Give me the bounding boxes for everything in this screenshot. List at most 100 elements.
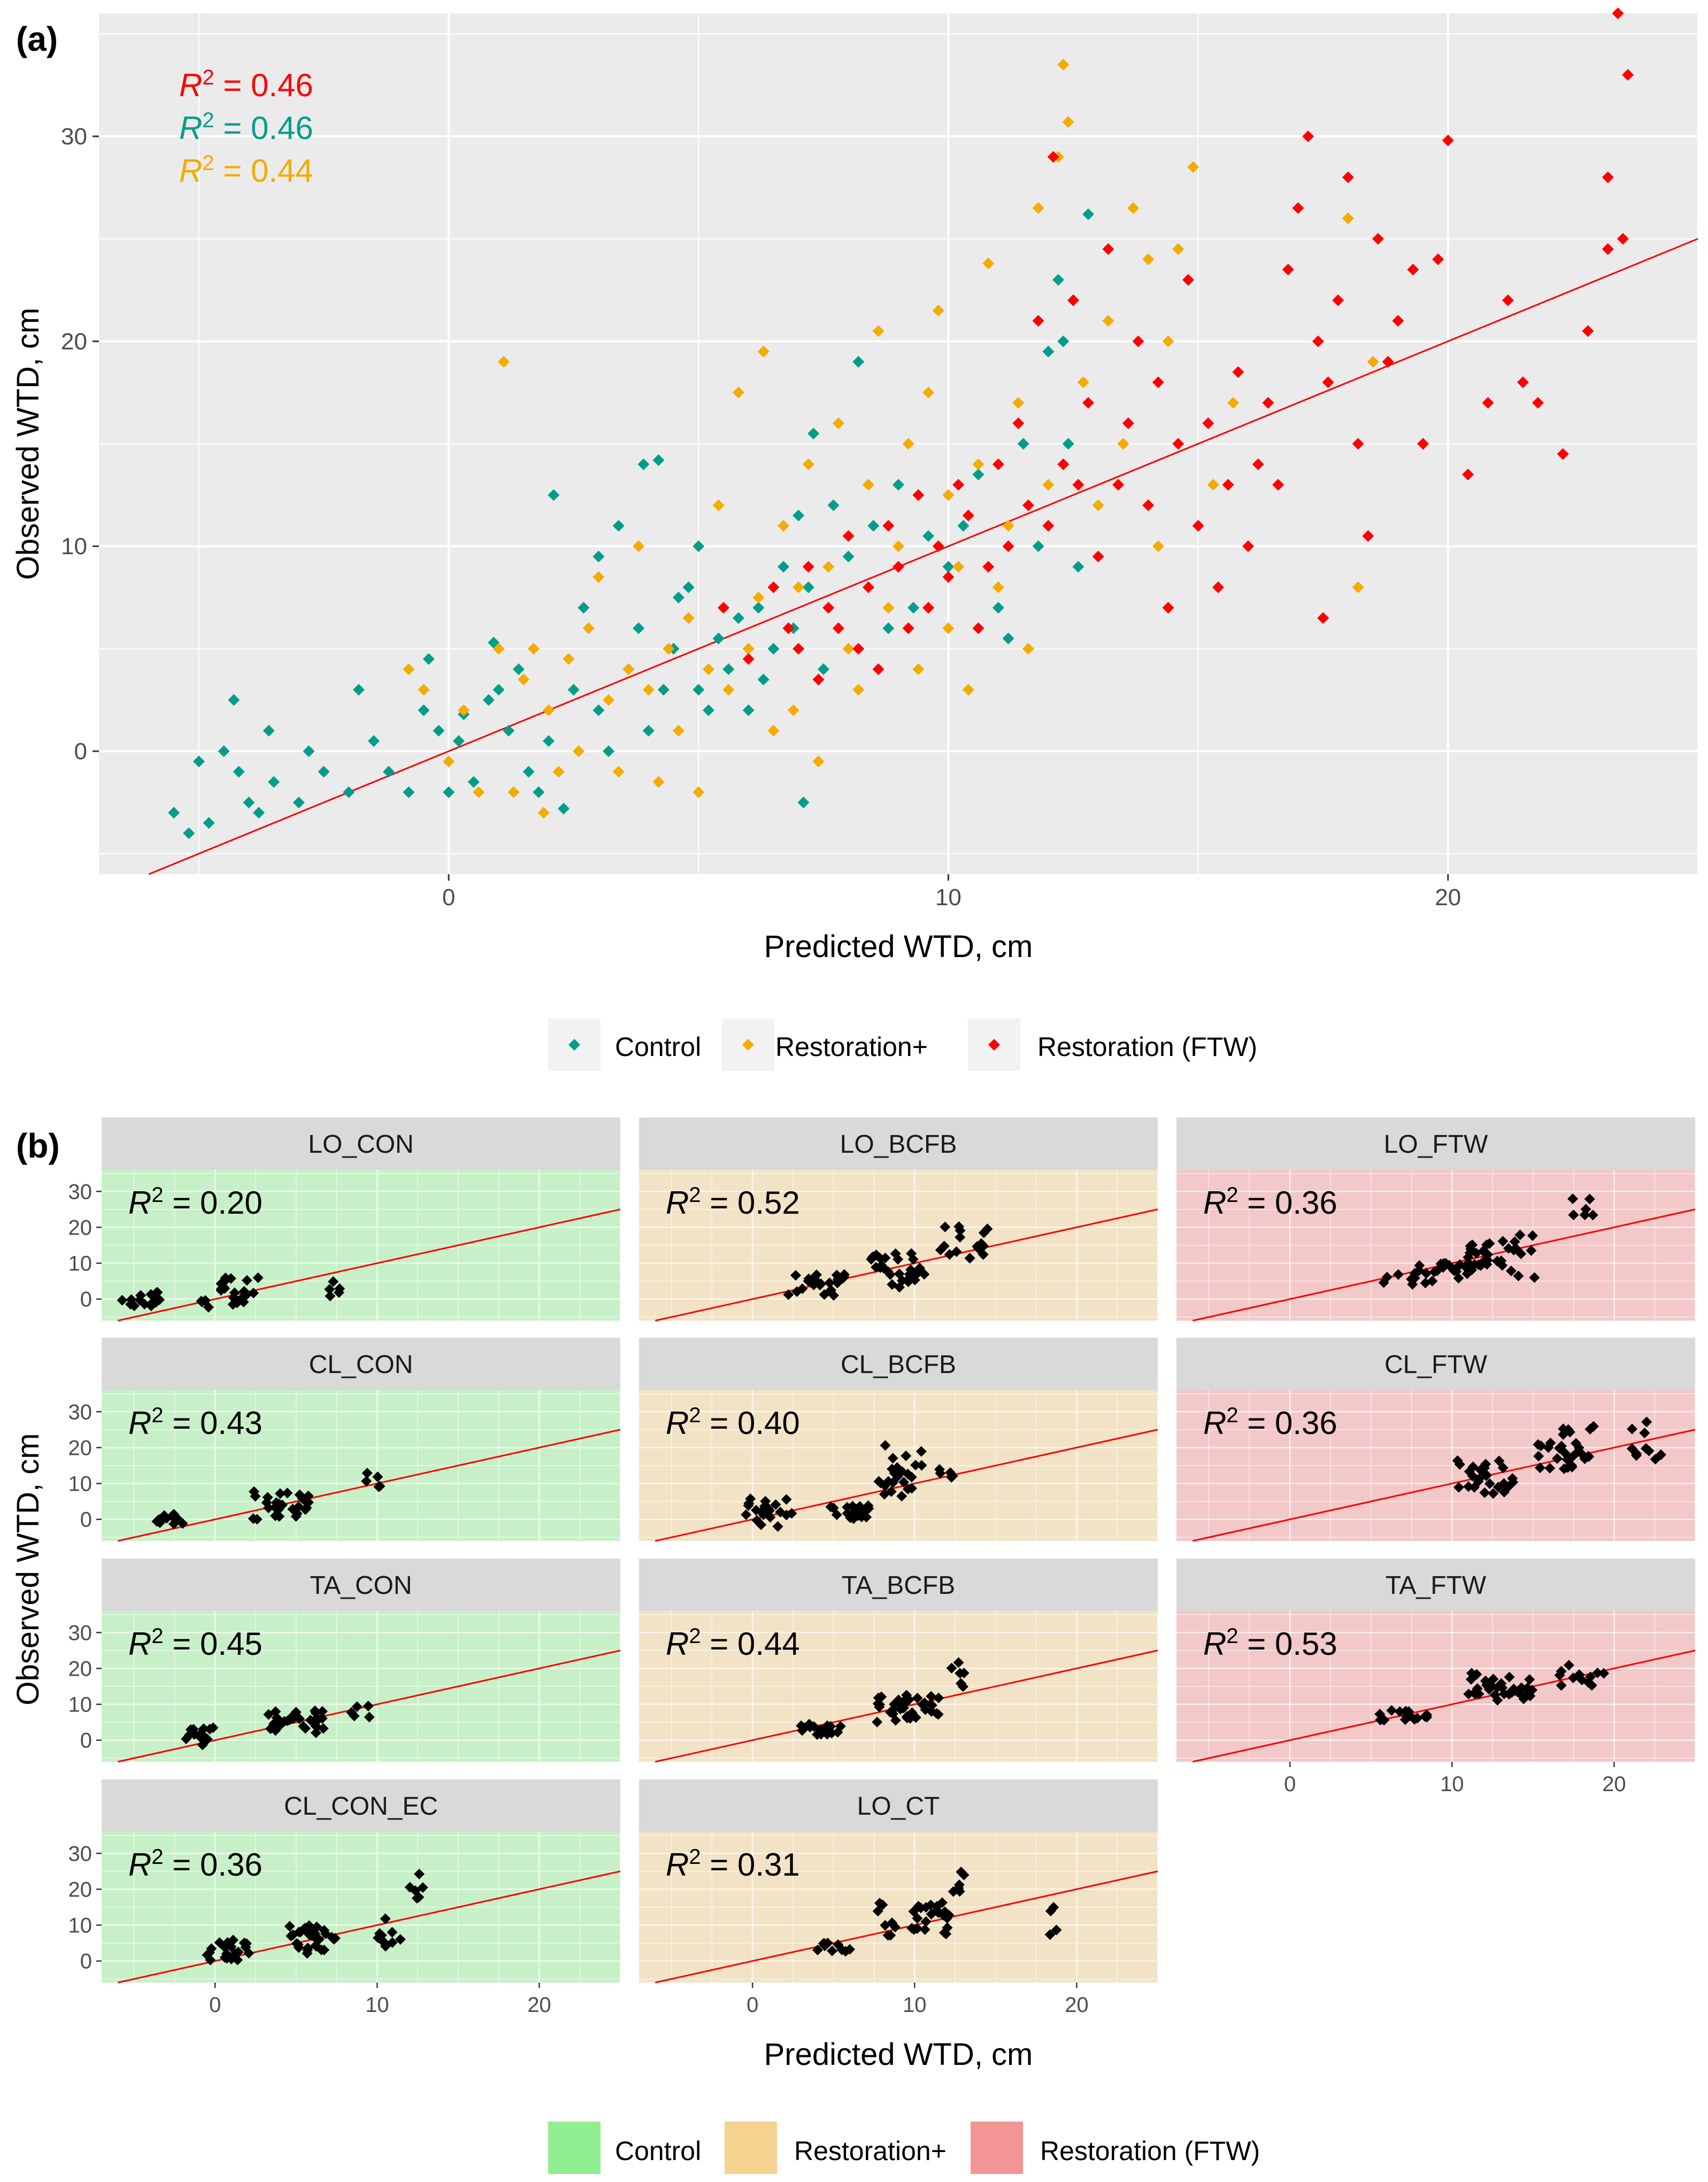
data-point	[693, 786, 705, 798]
data-point	[1372, 233, 1384, 245]
data-point	[926, 1700, 937, 1711]
data-point	[831, 1509, 842, 1521]
data-point	[1022, 499, 1034, 511]
data-point	[284, 1921, 295, 1932]
data-point	[253, 807, 265, 819]
data-point	[1392, 315, 1404, 327]
data-point	[261, 1497, 272, 1508]
data-point	[1587, 1209, 1598, 1221]
data-point	[778, 561, 790, 573]
r2-symbol: R	[666, 1626, 689, 1662]
panel-b-tag: (b)	[16, 1127, 60, 1165]
data-point	[1342, 171, 1354, 183]
data-point	[880, 1252, 891, 1263]
data-point	[1598, 1668, 1610, 1679]
data-point	[936, 1897, 948, 1908]
data-point	[238, 1297, 249, 1308]
data-point	[1602, 171, 1614, 183]
facet-title: TA_FTW	[1386, 1571, 1487, 1600]
data-point	[557, 803, 570, 815]
data-point	[593, 550, 605, 562]
data-point	[765, 1512, 776, 1523]
fit-line	[117, 1870, 621, 1984]
data-point	[1057, 335, 1070, 348]
data-point	[193, 755, 205, 768]
fit-line	[117, 1429, 621, 1542]
legend-label: Control	[615, 2136, 701, 2166]
legend-marker	[988, 1039, 1000, 1051]
facet-lo-ct: LO_CT R2 = 0.31 0 10 20	[639, 1779, 1158, 2017]
data-point	[752, 602, 765, 614]
data-point	[819, 1938, 830, 1949]
data-point	[884, 1269, 896, 1280]
data-point	[361, 1468, 373, 1479]
data-point	[290, 1707, 302, 1718]
data-point	[822, 602, 835, 614]
data-point	[1480, 1469, 1491, 1480]
r2-annotation: R2 = 0.36	[1203, 1404, 1337, 1441]
data-point	[1207, 479, 1219, 491]
data-point	[567, 684, 580, 696]
y-tick-label: 10	[68, 1472, 93, 1496]
data-point	[953, 1221, 965, 1232]
facet-strip	[102, 1117, 620, 1170]
r2-value: = 0.46	[214, 110, 313, 146]
data-point	[922, 387, 935, 399]
data-point	[1092, 550, 1104, 562]
data-point	[842, 550, 855, 562]
data-point	[443, 786, 455, 798]
legend-marker	[568, 1039, 580, 1051]
data-point	[548, 489, 560, 501]
data-point	[1516, 1682, 1527, 1693]
data-point	[1421, 1711, 1433, 1723]
data-point	[593, 704, 605, 716]
data-point	[1522, 1683, 1533, 1694]
data-point	[909, 1274, 920, 1285]
data-point	[733, 387, 744, 399]
r2-annotation: R2 = 0.45	[128, 1624, 263, 1662]
data-point	[275, 1720, 286, 1731]
data-point	[578, 602, 590, 614]
data-point	[214, 1937, 225, 1948]
data-point	[1429, 1266, 1440, 1277]
r2-superscript: 2	[202, 109, 214, 132]
data-point	[1067, 294, 1080, 306]
data-point	[812, 1729, 823, 1740]
data-point	[387, 1937, 398, 1948]
data-point	[1062, 438, 1074, 450]
data-point	[807, 427, 820, 440]
data-point	[622, 663, 635, 675]
data-point	[233, 766, 245, 778]
data-point	[922, 602, 935, 614]
data-point	[1492, 1482, 1504, 1493]
data-point	[413, 1868, 425, 1879]
data-point	[741, 1509, 752, 1520]
data-point	[907, 602, 920, 614]
r2-annotation: R2 = 0.43	[128, 1404, 263, 1441]
data-point	[168, 1508, 179, 1520]
data-point	[1479, 1487, 1490, 1498]
data-point	[767, 724, 780, 737]
y-tick-label: 10	[68, 1693, 93, 1717]
r2-value: = 0.44	[214, 153, 313, 189]
facet-strip	[1176, 1338, 1695, 1390]
data-point	[334, 1283, 345, 1294]
data-point	[380, 1913, 391, 1924]
data-point	[642, 684, 655, 696]
data-point	[1187, 161, 1199, 173]
data-point	[760, 1503, 771, 1514]
data-point	[161, 1513, 172, 1524]
data-point	[942, 489, 955, 501]
data-point	[274, 1488, 286, 1499]
y-tick-label: 0	[80, 1508, 92, 1532]
data-point	[1367, 356, 1379, 368]
data-point	[1494, 1455, 1505, 1467]
facet-strip	[639, 1779, 1158, 1832]
facet-title: TA_BCFB	[842, 1571, 955, 1600]
r2-superscript: 2	[689, 1845, 701, 1869]
data-point	[920, 1916, 932, 1927]
data-point	[413, 1892, 425, 1903]
facet-strip	[102, 1338, 620, 1390]
data-point	[1556, 1680, 1567, 1691]
data-point	[1162, 335, 1174, 348]
